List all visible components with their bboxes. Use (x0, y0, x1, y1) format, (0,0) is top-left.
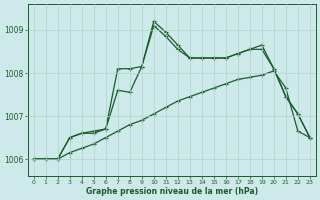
X-axis label: Graphe pression niveau de la mer (hPa): Graphe pression niveau de la mer (hPa) (86, 187, 258, 196)
